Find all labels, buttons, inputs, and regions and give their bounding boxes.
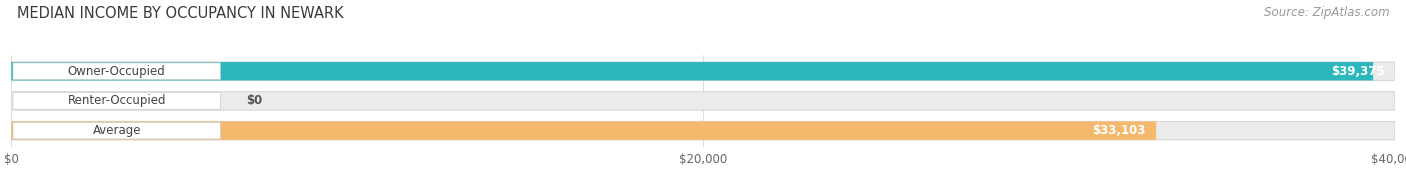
FancyBboxPatch shape — [11, 122, 1156, 140]
FancyBboxPatch shape — [13, 122, 221, 139]
Text: Renter-Occupied: Renter-Occupied — [67, 94, 166, 107]
FancyBboxPatch shape — [11, 92, 1395, 110]
FancyBboxPatch shape — [11, 62, 1374, 80]
FancyBboxPatch shape — [13, 93, 221, 109]
FancyBboxPatch shape — [11, 62, 1395, 80]
FancyBboxPatch shape — [13, 63, 221, 80]
Text: $33,103: $33,103 — [1092, 124, 1146, 137]
FancyBboxPatch shape — [11, 122, 1395, 140]
Text: $0: $0 — [246, 94, 263, 107]
Text: Source: ZipAtlas.com: Source: ZipAtlas.com — [1264, 6, 1389, 19]
Text: Owner-Occupied: Owner-Occupied — [67, 65, 166, 78]
Text: MEDIAN INCOME BY OCCUPANCY IN NEWARK: MEDIAN INCOME BY OCCUPANCY IN NEWARK — [17, 6, 343, 21]
Text: $39,375: $39,375 — [1330, 65, 1385, 78]
Text: Average: Average — [93, 124, 141, 137]
